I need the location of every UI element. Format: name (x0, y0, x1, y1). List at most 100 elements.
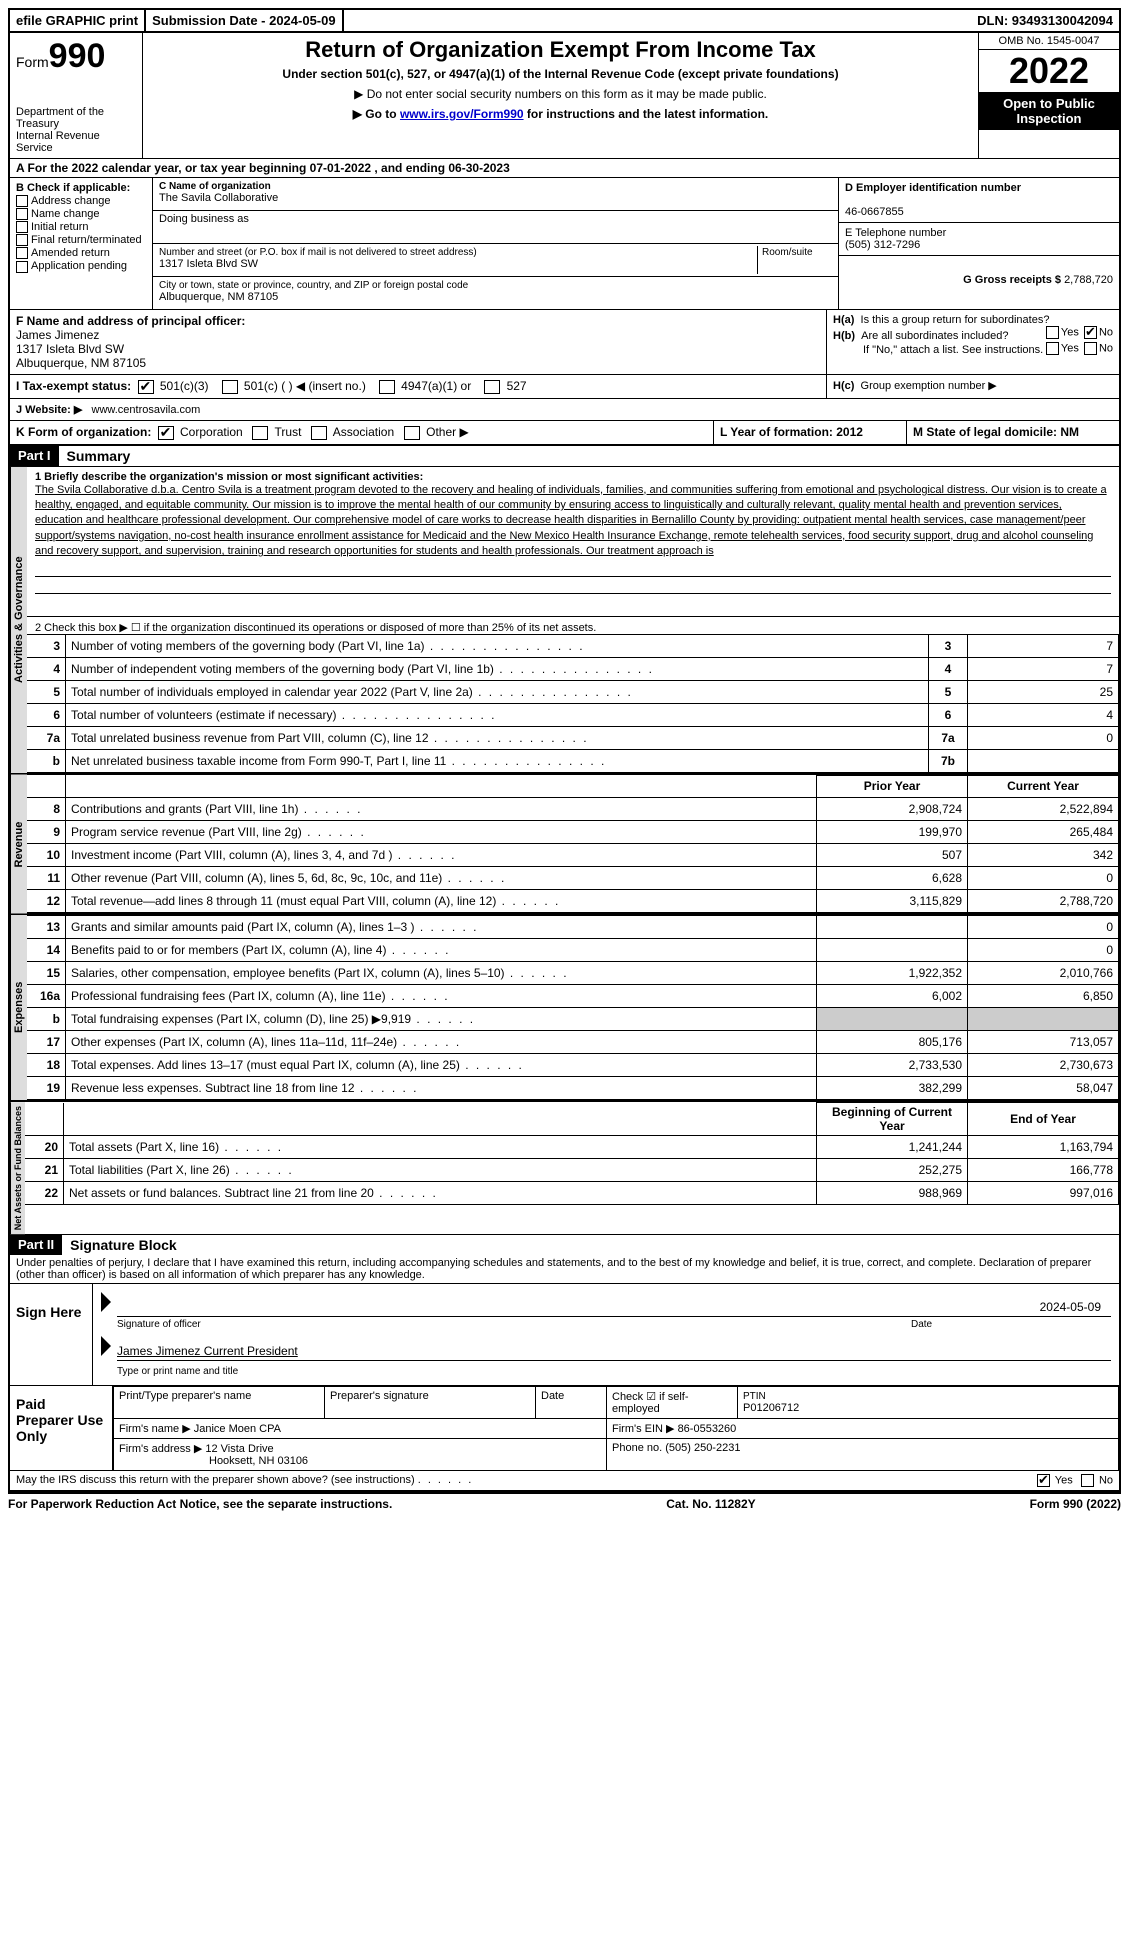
discuss-text: May the IRS discuss this return with the… (16, 1474, 473, 1487)
phone-label: E Telephone number (845, 227, 946, 239)
dln: DLN: 93493130042094 (971, 10, 1119, 31)
i-501c[interactable] (222, 380, 238, 394)
mission-text: The Svila Collaborative d.b.a. Centro Sv… (35, 484, 1107, 558)
vlabel-activities: Activities & Governance (10, 467, 27, 773)
j-label: J Website: ▶ (16, 404, 82, 416)
efile-label: efile GRAPHIC print (10, 10, 146, 31)
opt-trust: Trust (275, 425, 302, 439)
opt-501c: 501(c) ( ) ◀ (insert no.) (244, 379, 366, 393)
prep-name-header: Print/Type preparer's name (114, 1387, 325, 1419)
prep-date-header: Date (536, 1387, 607, 1419)
sign-here-label: Sign Here (10, 1284, 93, 1385)
ein-label: D Employer identification number (845, 182, 1021, 194)
no-label: No (1099, 1475, 1113, 1487)
arrow-icon (101, 1292, 111, 1312)
hb-no[interactable] (1084, 342, 1097, 355)
check-final-return-terminated: Final return/terminated (16, 234, 146, 246)
room-label: Room/suite (762, 247, 813, 258)
vlabel-revenue: Revenue (10, 775, 27, 914)
sig-date-label: Date (911, 1319, 1111, 1330)
sig-date: 2024-05-09 (1040, 1300, 1101, 1314)
cat-no: Cat. No. 11282Y (666, 1497, 755, 1511)
k-trust[interactable] (252, 426, 268, 440)
hb-label: Are all subordinates included? (861, 330, 1008, 342)
check-amended-return: Amended return (16, 247, 146, 259)
open-public: Open to Public Inspection (979, 92, 1119, 130)
firm-ein-label: Firm's EIN ▶ (612, 1423, 675, 1435)
opt-corp: Corporation (180, 425, 243, 439)
form-num: 990 (49, 37, 106, 75)
checkbox[interactable] (16, 208, 28, 220)
form-number: Form990 (16, 37, 136, 76)
k-other[interactable] (404, 426, 420, 440)
gross-label: G Gross receipts $ (963, 274, 1061, 286)
opt-4947: 4947(a)(1) or (401, 379, 471, 393)
ptin-label: PTIN (743, 1391, 766, 1402)
opt-527: 527 (507, 379, 527, 393)
website: www.centrosavila.com (92, 404, 201, 416)
goto-note: ▶ Go to www.irs.gov/Form990 for instruct… (149, 107, 972, 121)
i-4947[interactable] (379, 380, 395, 394)
discuss-q: May the IRS discuss this return with the… (16, 1474, 415, 1486)
arrow-icon-2 (101, 1336, 111, 1356)
firm-addr-label: Firm's address ▶ (119, 1443, 202, 1455)
checkbox[interactable] (16, 261, 28, 273)
discuss-yes[interactable] (1037, 1474, 1050, 1487)
ssn-note: ▶ Do not enter social security numbers o… (149, 87, 972, 101)
k-assoc[interactable] (311, 426, 327, 440)
line2: 2 Check this box ▶ ☐ if the organization… (35, 622, 596, 634)
org-name: The Savila Collaborative (159, 192, 278, 204)
checkbox[interactable] (16, 247, 28, 259)
city-label: City or town, state or province, country… (159, 280, 468, 291)
checkbox[interactable] (16, 221, 28, 233)
vlabel-netassets: Net Assets or Fund Balances (10, 1102, 25, 1234)
yes-label: Yes (1055, 1475, 1073, 1487)
checkbox[interactable] (16, 234, 28, 246)
dept-treasury: Department of the Treasury Internal Reve… (16, 106, 136, 154)
part1-header: Part I (10, 446, 59, 466)
discuss-no[interactable] (1081, 1474, 1094, 1487)
sig-officer-label: Signature of officer (117, 1319, 911, 1330)
form-prefix: Form (16, 54, 49, 70)
checkbox[interactable] (16, 195, 28, 207)
ptin-value: P01206712 (743, 1402, 799, 1414)
ein-value: 46-0667855 (845, 206, 904, 218)
opt-assoc: Association (333, 425, 394, 439)
c-name-label: C Name of organization (159, 181, 271, 192)
part1-title: Summary (59, 446, 1119, 466)
ha-no[interactable] (1084, 326, 1097, 339)
tax-year: 2022 (979, 50, 1119, 92)
b-label: B Check if applicable: (16, 182, 146, 194)
i-501c3[interactable] (138, 380, 154, 394)
k-corp[interactable] (158, 426, 174, 440)
check-application-pending: Application pending (16, 260, 146, 272)
subtitle: Under section 501(c), 527, or 4947(a)(1)… (149, 67, 972, 81)
i-527[interactable] (484, 380, 500, 394)
f-label: F Name and address of principal officer: (16, 314, 245, 328)
officer-addr1: 1317 Isleta Blvd SW (16, 342, 124, 356)
perjury-text: Under penalties of perjury, I declare th… (10, 1255, 1119, 1284)
prep-phone-label: Phone no. (612, 1442, 662, 1454)
type-name-label: Type or print name and title (117, 1366, 238, 1377)
vlabel-expenses: Expenses (10, 915, 27, 1100)
officer-addr2: Albuquerque, NM 87105 (16, 356, 146, 370)
i-label: I Tax-exempt status: (16, 379, 131, 393)
street-address: 1317 Isleta Blvd SW (159, 258, 258, 270)
check-name-change: Name change (16, 208, 146, 220)
part2-title: Signature Block (62, 1235, 1119, 1255)
opt-501c3: 501(c)(3) (160, 379, 209, 393)
check-address-change: Address change (16, 195, 146, 207)
line1-label: 1 Briefly describe the organization's mi… (35, 471, 423, 483)
firm-name-label: Firm's name ▶ (119, 1423, 191, 1435)
hb-yes[interactable] (1046, 342, 1059, 355)
ha-yes[interactable] (1046, 326, 1059, 339)
addr-label: Number and street (or P.O. box if mail i… (159, 247, 477, 258)
submission-date: Submission Date - 2024-05-09 (146, 10, 344, 31)
hc-label: Group exemption number ▶ (861, 380, 997, 392)
firm-addr: 12 Vista Drive (205, 1443, 273, 1455)
irs-link[interactable]: www.irs.gov/Form990 (400, 107, 524, 121)
prep-phone: (505) 250-2231 (665, 1442, 740, 1454)
officer-typed-name: James Jimenez Current President (117, 1344, 298, 1358)
dba-label: Doing business as (159, 213, 249, 225)
check-self: Check ☑ if self-employed (612, 1391, 689, 1415)
